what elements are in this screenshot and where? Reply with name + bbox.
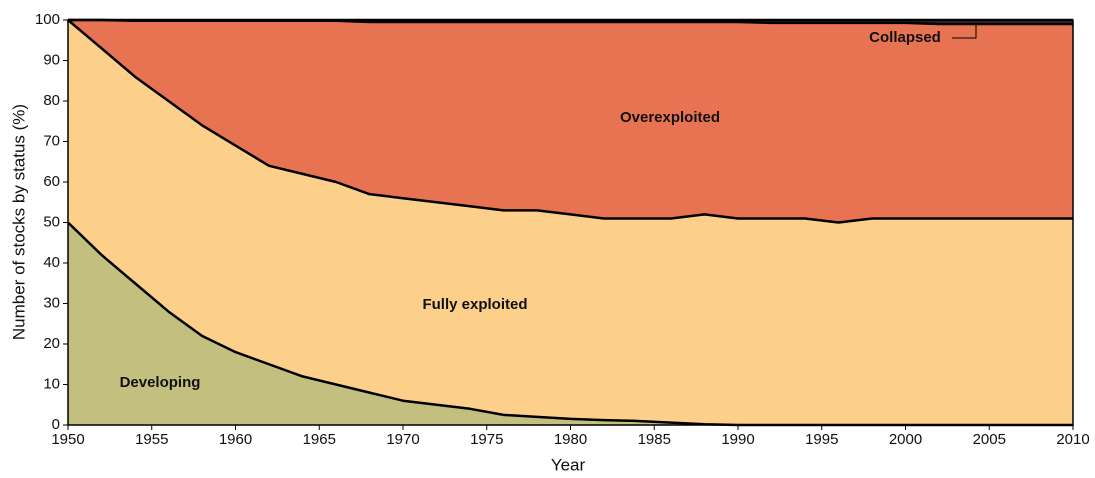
y-tick-label: 80 bbox=[43, 92, 60, 109]
x-tick-label: 2000 bbox=[889, 431, 922, 448]
x-tick-label: 1975 bbox=[470, 431, 503, 448]
x-tick-label: 1990 bbox=[721, 431, 754, 448]
x-tick-label: 1955 bbox=[135, 431, 168, 448]
y-tick-label: 20 bbox=[43, 335, 60, 352]
y-tick-label: 50 bbox=[43, 213, 60, 230]
y-tick-label: 10 bbox=[43, 375, 60, 392]
area bbox=[68, 20, 1073, 223]
y-tick-label: 30 bbox=[43, 294, 60, 311]
series-label: Overexploited bbox=[620, 109, 720, 126]
leader-line bbox=[952, 25, 977, 39]
x-tick-label: 1960 bbox=[219, 431, 252, 448]
y-tick-label: 0 bbox=[52, 416, 60, 433]
area bbox=[68, 20, 1073, 425]
x-tick-label: 1995 bbox=[805, 431, 838, 448]
x-tick-label: 2010 bbox=[1056, 431, 1089, 448]
y-tick-label: 100 bbox=[35, 11, 60, 28]
x-tick-label: 1985 bbox=[638, 431, 671, 448]
x-tick-label: 2005 bbox=[973, 431, 1006, 448]
x-tick-label: 1950 bbox=[51, 431, 84, 448]
x-tick-label: 1980 bbox=[554, 431, 587, 448]
series-label: Collapsed bbox=[869, 29, 941, 46]
area bbox=[68, 222, 1073, 425]
y-tick-label: 40 bbox=[43, 254, 60, 271]
y-tick-label: 60 bbox=[43, 173, 60, 190]
boundary-line bbox=[67, 19, 1073, 224]
y-axis-title: Number of stocks by status (%) bbox=[9, 104, 28, 340]
x-tick-label: 1965 bbox=[303, 431, 336, 448]
x-axis-title: Year bbox=[551, 455, 586, 474]
series-label: Fully exploited bbox=[422, 296, 527, 313]
y-tick-label: 90 bbox=[43, 51, 60, 68]
series-label: Developing bbox=[120, 374, 201, 391]
x-tick-label: 1970 bbox=[386, 431, 419, 448]
y-tick-label: 70 bbox=[43, 132, 60, 149]
